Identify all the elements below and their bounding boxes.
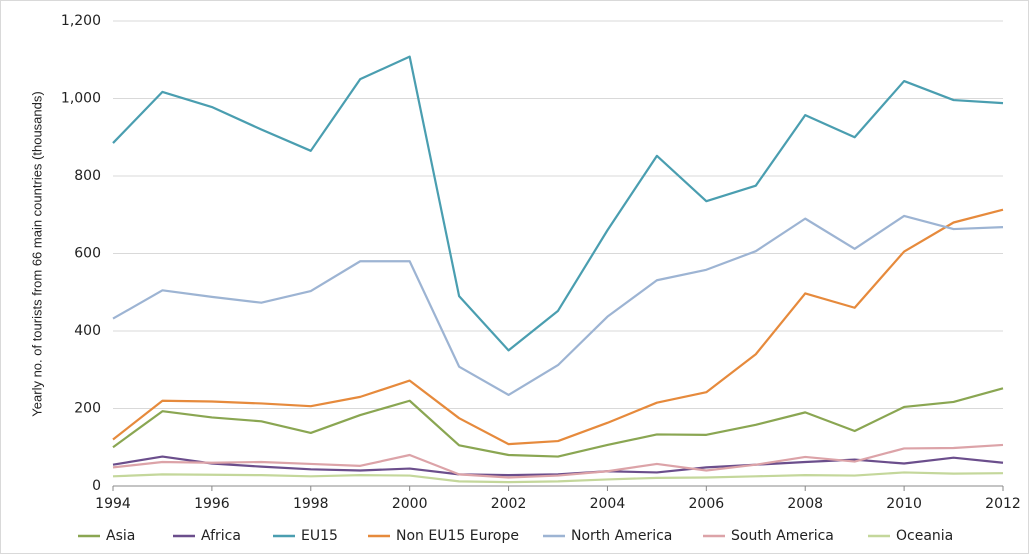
legend-label: Oceania [896,528,953,544]
y-tick-label: 200 [74,401,101,417]
legend-label: North America [571,528,672,544]
series-line [112,443,1004,479]
legend-label: Non EU15 Europe [396,528,519,544]
x-tick-label: 2010 [886,496,922,512]
legend-label: Asia [106,528,135,544]
y-tick-label: 800 [74,168,101,184]
series-line [112,387,1004,458]
y-tick-label: 400 [74,323,101,339]
x-tick-label: 2000 [392,496,428,512]
y-tick-label: 600 [74,246,101,262]
y-tick-label: 0 [92,478,101,494]
y-tick-label: 1,200 [61,13,101,29]
y-axis-label: Yearly no. of tourists from 66 main coun… [29,91,44,416]
series-line [112,214,1004,397]
legend-label: EU15 [301,528,338,544]
x-tick-label: 2008 [787,496,823,512]
legend-label: South America [731,528,834,544]
x-tick-label: 1998 [293,496,329,512]
series-line [112,455,1004,477]
y-tick-label: 1,000 [61,91,101,107]
x-tick-label: 2004 [590,496,626,512]
series-line [112,55,1004,352]
x-tick-label: 1994 [95,496,131,512]
legend-label: Africa [201,528,241,544]
series-line [112,471,1004,484]
x-tick-label: 1996 [194,496,230,512]
series-line [112,208,1004,446]
x-tick-label: 2002 [491,496,527,512]
x-tick-label: 2012 [985,496,1021,512]
x-tick-label: 2006 [689,496,725,512]
